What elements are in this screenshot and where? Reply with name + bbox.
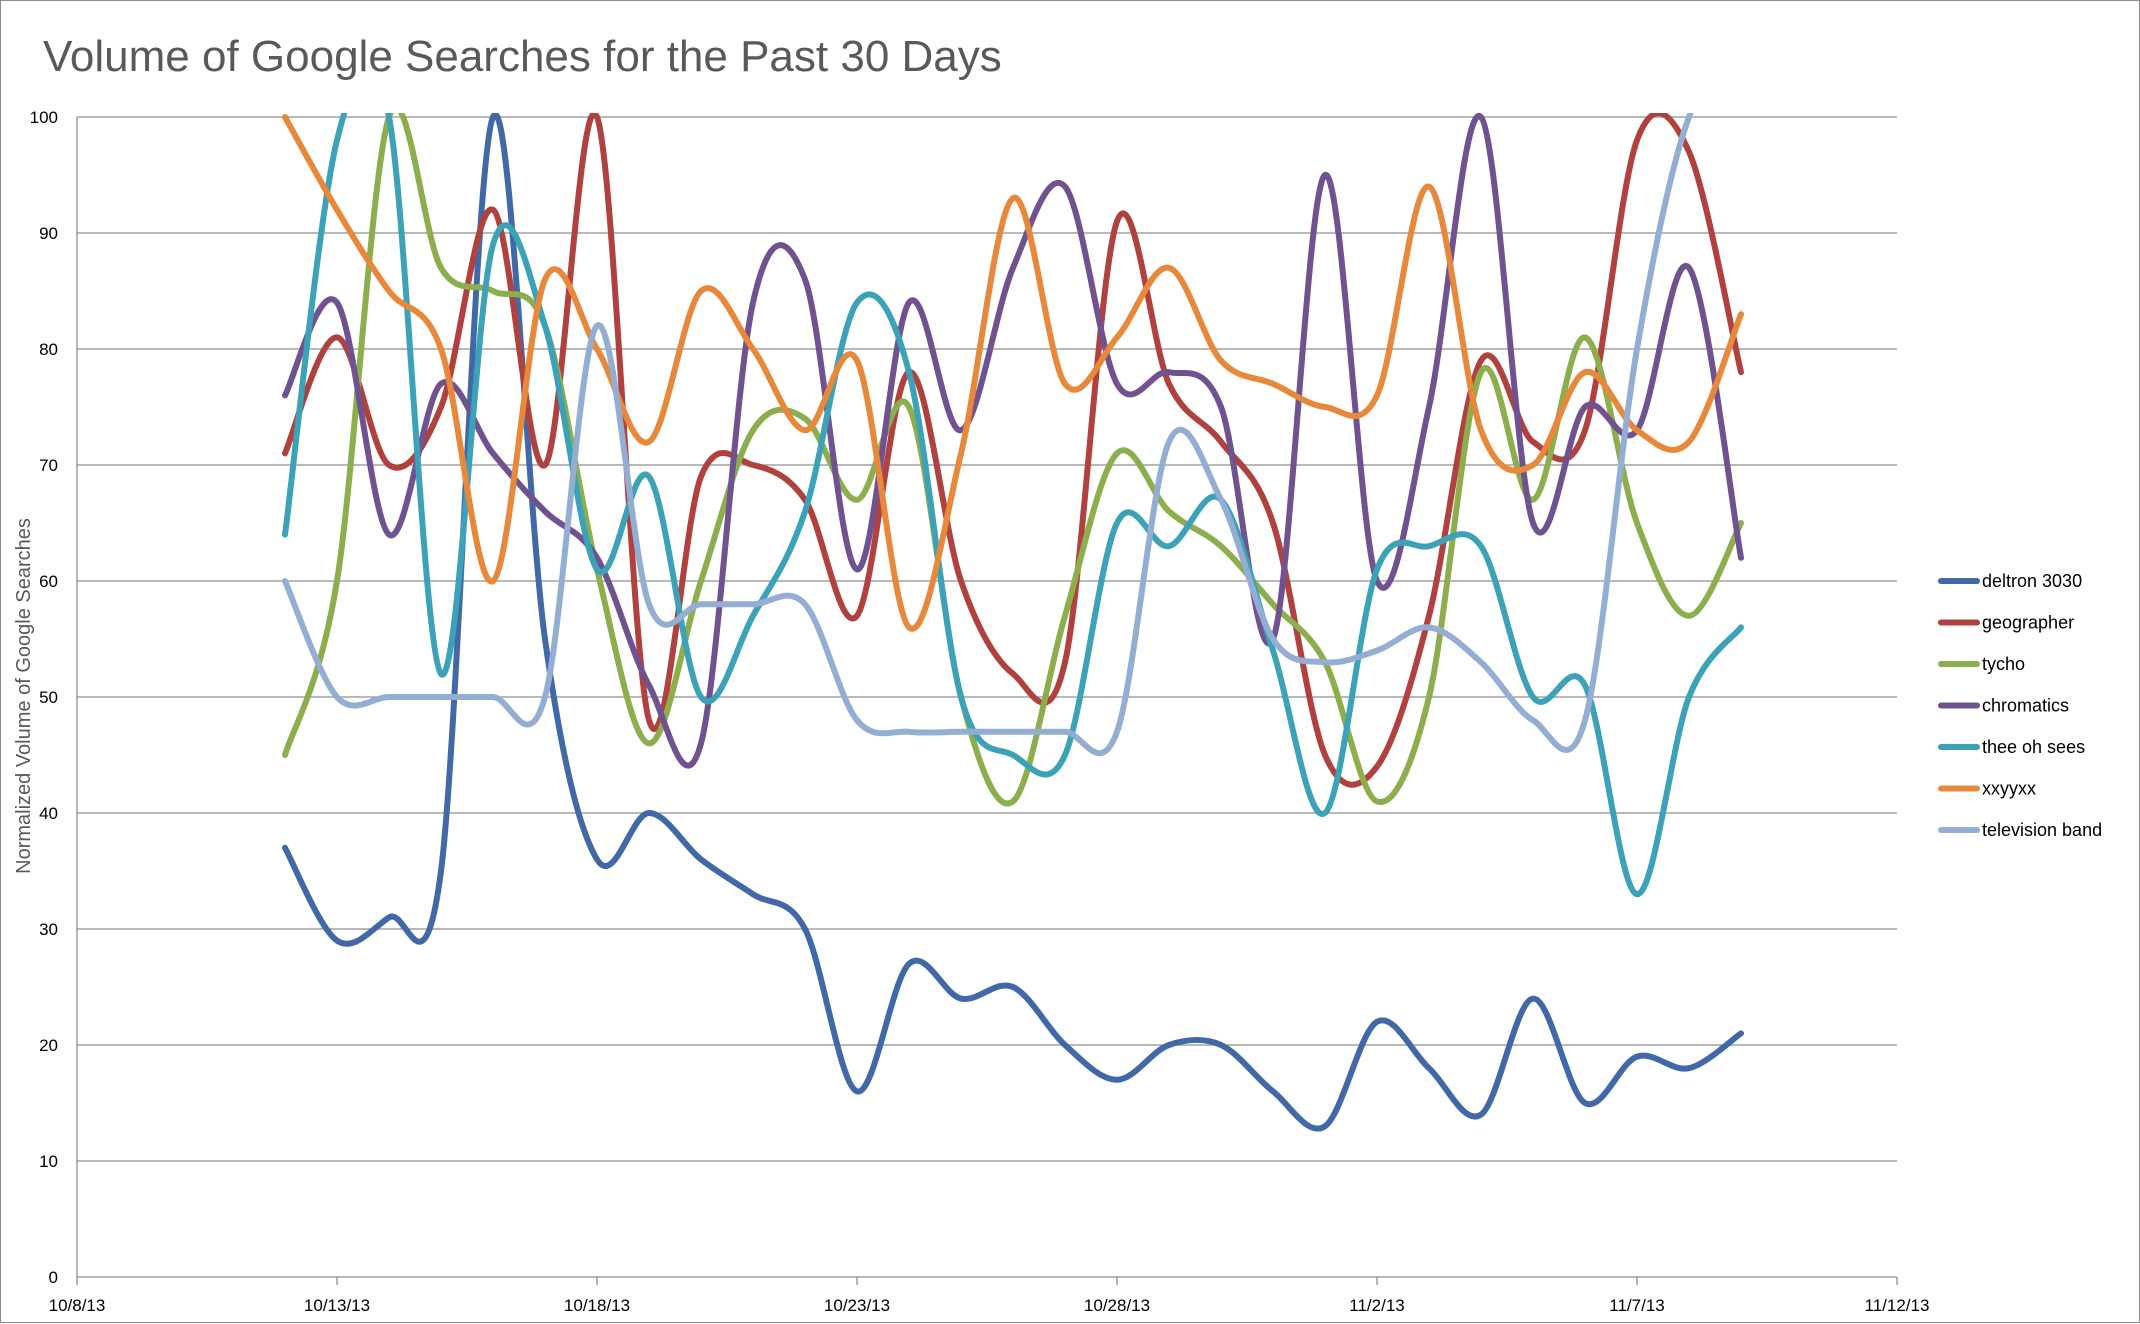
y-tick-label: 50: [39, 688, 58, 707]
legend: deltron 3030 geographer tycho chromatics the…: [1938, 571, 2102, 840]
y-tick-label: 0: [49, 1268, 58, 1287]
x-tick-labels: 10/8/13 10/13/13 10/18/13 10/23/13 10/28/13 1…: [49, 1277, 1930, 1315]
x-tick-label: 10/13/13: [304, 1296, 370, 1315]
legend-label: tycho: [1982, 654, 2025, 674]
series-line-chromatics: [282, 113, 1744, 769]
x-tick-label: 11/7/13: [1609, 1296, 1664, 1315]
legend-label: chromatics: [1982, 696, 2069, 716]
x-tick-label: 10/23/13: [824, 1296, 890, 1315]
y-tick-label: 10: [39, 1152, 58, 1171]
x-tick-label: 11/2/13: [1349, 1296, 1404, 1315]
series-line-xxyyxx: [282, 114, 1744, 632]
y-tick-label: 60: [39, 572, 58, 591]
x-tick-label: 10/28/13: [1084, 1296, 1150, 1315]
series-lines: [282, 113, 1744, 1132]
legend-label: geographer: [1982, 613, 2074, 633]
y-tick-label: 40: [39, 804, 58, 823]
y-tick-label: 30: [39, 920, 58, 939]
legend-label: thee oh sees: [1982, 737, 2085, 757]
x-tick-label: 11/12/13: [1865, 1296, 1930, 1315]
axes: [76, 117, 1897, 1278]
legend-label: television band: [1982, 820, 2102, 840]
legend-label: xxyyxx: [1982, 779, 2036, 799]
gridlines: [77, 116, 1897, 1162]
y-axis-label: Normalized Volume of Google Searches: [13, 518, 35, 874]
y-tick-label: 80: [39, 340, 58, 359]
y-tick-label: 20: [39, 1036, 58, 1055]
y-tick-labels: 0 10 20 30 40 50 60 70 80 90 100: [30, 108, 58, 1287]
x-tick-label: 10/8/13: [49, 1296, 106, 1315]
legend-label: deltron 3030: [1982, 571, 2082, 591]
y-tick-label: 90: [39, 224, 58, 243]
y-tick-label: 100: [30, 108, 58, 127]
x-tick-label: 10/18/13: [564, 1296, 630, 1315]
chart-title: Volume of Google Searches for the Past 3…: [43, 32, 1002, 81]
y-tick-label: 70: [39, 456, 58, 475]
series-line-tycho: [282, 113, 1744, 807]
series-line-television-band: [282, 113, 1695, 757]
series-line-geographer: [282, 113, 1744, 788]
